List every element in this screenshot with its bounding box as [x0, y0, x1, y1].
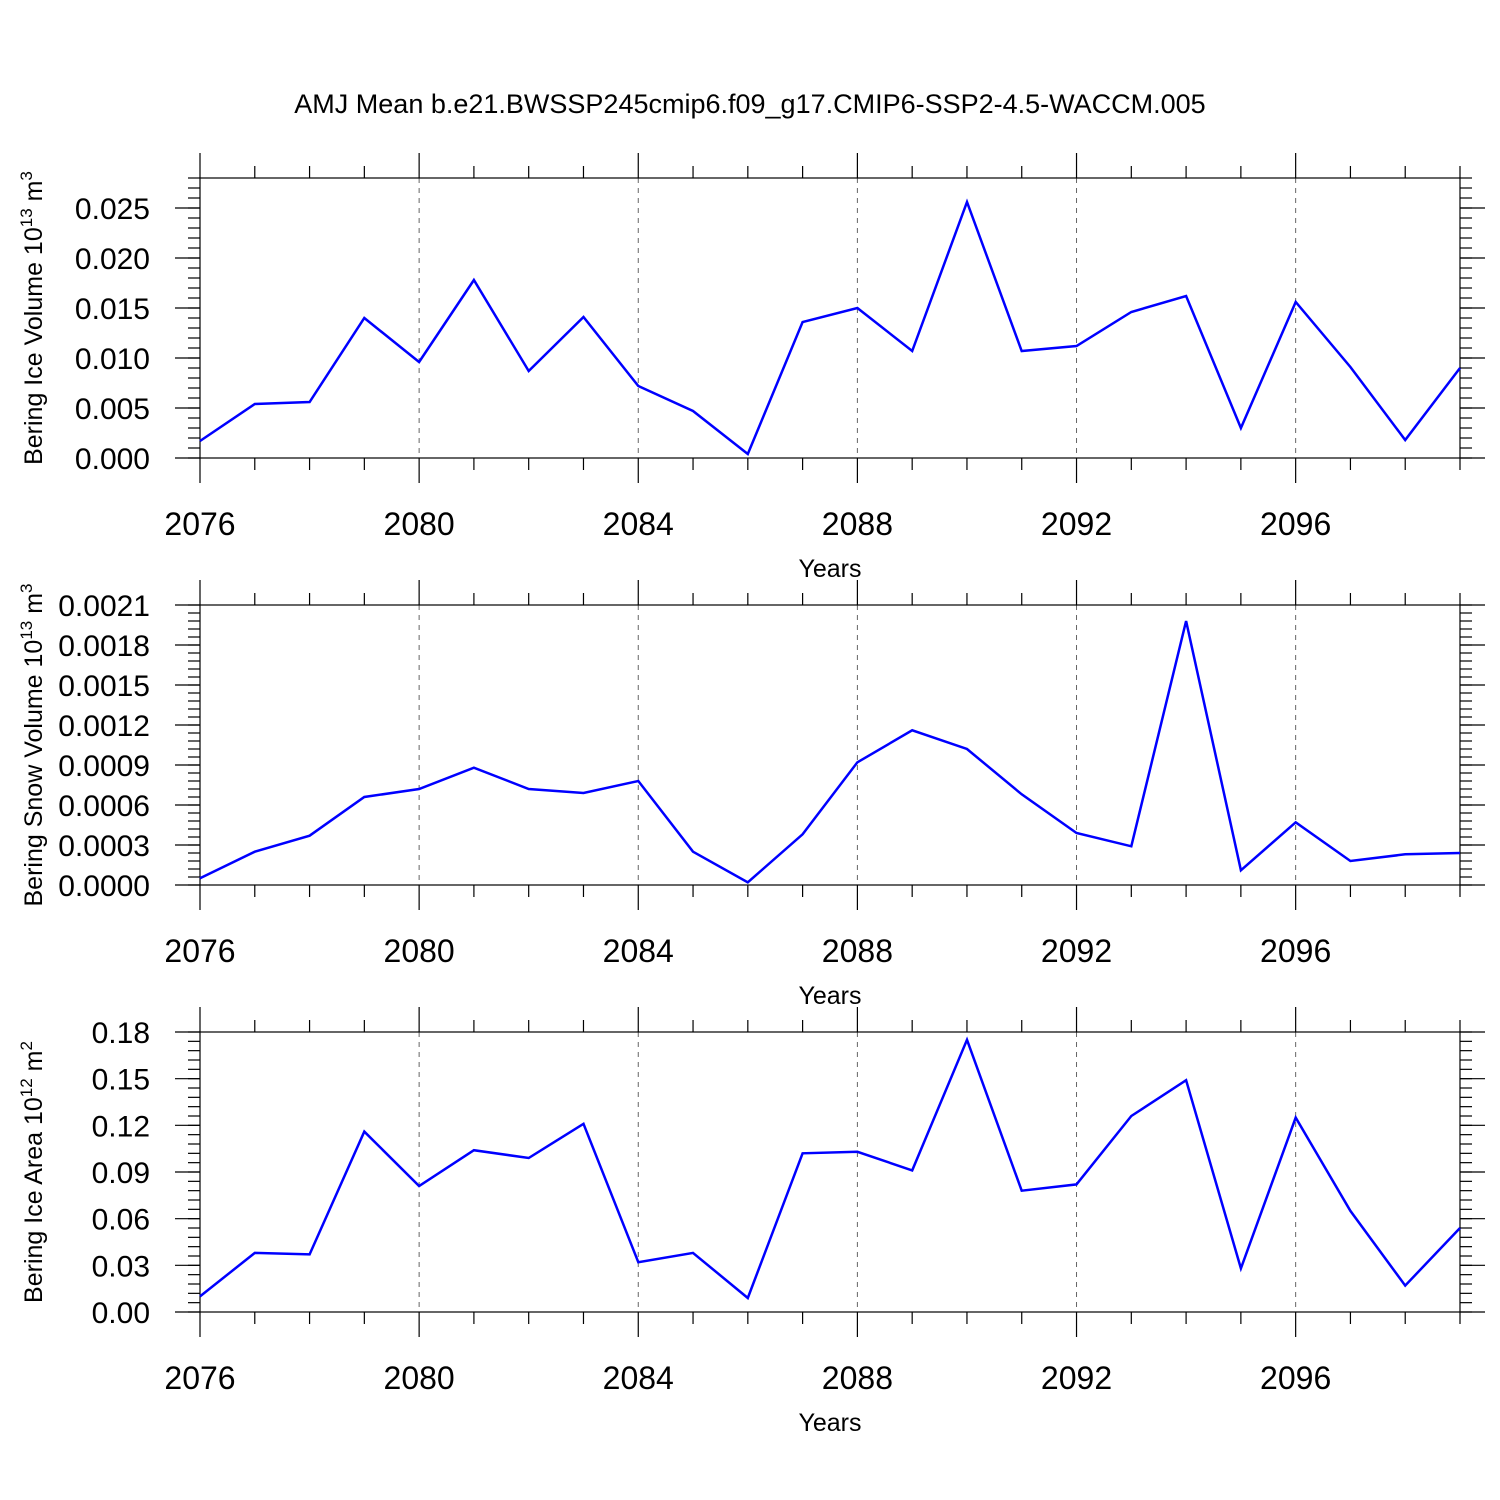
- y-tick-label: 0.0015: [58, 670, 150, 703]
- y-axis-label-part: 13: [17, 208, 36, 227]
- y-tick-label: 0.015: [75, 293, 150, 326]
- y-tick-label: 0.03: [92, 1250, 150, 1283]
- x-tick-label: 2096: [1260, 506, 1331, 542]
- x-tick-label: 2076: [164, 933, 235, 969]
- y-axis-label-part: 3: [17, 171, 36, 180]
- y-tick-label: 0.12: [92, 1110, 150, 1143]
- x-tick-label: 2080: [384, 933, 455, 969]
- y-axis-label-part: m: [20, 593, 48, 621]
- x-tick-label: 2076: [164, 1360, 235, 1396]
- y-tick-label: 0.0000: [58, 870, 150, 903]
- x-tick-label: 2088: [822, 506, 893, 542]
- plot-frame: [199, 177, 1461, 459]
- y-tick-label: 0.0012: [58, 710, 150, 743]
- y-tick-label: 0.0006: [58, 790, 150, 823]
- x-tick-label: 2092: [1041, 1360, 1112, 1396]
- x-tick-label: 2080: [384, 1360, 455, 1396]
- panel-2: 0.0000 0.0003 0.0006 0.0009 0.0012 0.0015 0.00…: [17, 580, 1485, 1010]
- y-tick-label: 0.0003: [58, 830, 150, 863]
- y-axis-label-part: 12: [17, 1078, 36, 1097]
- y-axis-label: Bering Snow Volume 1013 m3: [17, 583, 48, 906]
- x-axis-label: Years: [798, 982, 861, 1010]
- y-axis-label-part: 2: [17, 1041, 36, 1050]
- y-axis-label: Bering Ice Area 1012 m2: [17, 1041, 48, 1303]
- panel-3: 0.00 0.03 0.06 0.09 0.12 0.15 0.18 2076 2080 2084…: [17, 1007, 1485, 1437]
- y-tick-label: 0.000: [75, 443, 150, 476]
- panel-1: 0.000 0.005 0.010 0.015 0.020 0.025 2076 2080 20…: [17, 153, 1485, 583]
- x-tick-label: 2092: [1041, 933, 1112, 969]
- y-tick-label: 0.0009: [58, 750, 150, 783]
- figure-title: AMJ Mean b.e21.BWSSP245cmip6.f09_g17.CMI…: [294, 89, 1205, 119]
- y-tick-label: 0.09: [92, 1157, 150, 1190]
- plot-frame: [199, 1031, 1461, 1313]
- y-tick-label: 0.18: [92, 1017, 150, 1050]
- y-tick-label: 0.00: [92, 1297, 150, 1330]
- series-line: [199, 198, 1461, 456]
- y-axis-label-part: Bering Snow Volume 10: [20, 640, 48, 907]
- y-tick-label: 0.0018: [58, 630, 150, 663]
- y-axis-label: Bering Ice Volume 1013 m3: [17, 171, 48, 465]
- x-tick-label: 2084: [603, 1360, 674, 1396]
- plot-frame: [199, 604, 1461, 886]
- x-tick-label: 2096: [1260, 1360, 1331, 1396]
- x-tick-label: 2084: [603, 506, 674, 542]
- x-tick-label: 2088: [822, 1360, 893, 1396]
- y-axis-label-part: m: [20, 181, 48, 209]
- x-tick-label: 2084: [603, 933, 674, 969]
- series-line: [199, 620, 1461, 884]
- y-tick-label: 0.15: [92, 1064, 150, 1097]
- y-axis-label-part: 3: [17, 583, 36, 592]
- y-tick-label: 0.0021: [58, 590, 150, 623]
- y-tick-label: 0.06: [92, 1204, 150, 1237]
- x-tick-label: 2092: [1041, 506, 1112, 542]
- y-tick-label: 0.025: [75, 193, 150, 226]
- y-tick-label: 0.010: [75, 343, 150, 376]
- x-axis-label: Years: [798, 1409, 861, 1437]
- y-axis-label-part: m: [20, 1051, 48, 1079]
- x-tick-label: 2088: [822, 933, 893, 969]
- y-tick-label: 0.020: [75, 243, 150, 276]
- y-axis-label-part: Bering Ice Volume 10: [20, 227, 48, 465]
- series-line: [199, 1036, 1461, 1301]
- x-tick-label: 2096: [1260, 933, 1331, 969]
- x-axis-label: Years: [798, 555, 861, 583]
- y-axis-label-part: 13: [17, 621, 36, 640]
- x-tick-label: 2076: [164, 506, 235, 542]
- y-axis-label-part: Bering Ice Area 10: [20, 1097, 48, 1303]
- y-tick-label: 0.005: [75, 393, 150, 426]
- x-tick-label: 2080: [384, 506, 455, 542]
